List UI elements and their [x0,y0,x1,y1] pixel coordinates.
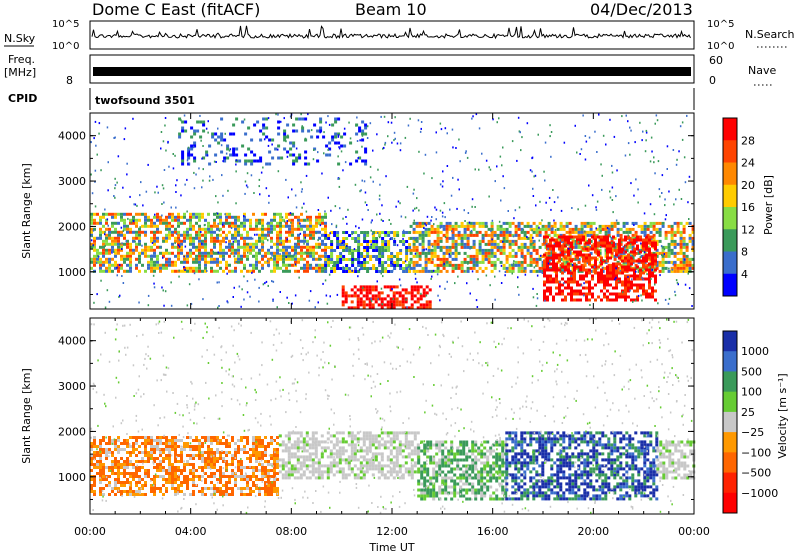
velBar-tick-1: 500 [741,365,762,378]
cpid-value: twofsound 3501 [95,94,195,107]
powerBar-tick-2: 20 [741,179,755,192]
powerYTicks-label-1: 3000 [58,175,86,188]
powerBar-swatch-6 [723,251,737,275]
x-tick-4: 16:00 [477,525,509,538]
powerBar-swatch-2 [723,162,737,186]
noise-trace [91,25,691,40]
powerBar-tick-3: 16 [741,201,755,214]
powerYTicks-label-3: 1000 [58,266,86,279]
velBar-swatch-1 [723,351,737,372]
noise-left-tick-bottom: 10^0 [52,41,79,52]
velYTicks-label-0: 4000 [58,335,86,348]
powerBar-swatch-1 [723,140,737,163]
powerBar-tick-1: 24 [741,157,755,170]
velBar-swatch-3 [723,391,737,413]
power-ylabel: Slant Range [km] [20,163,33,259]
x-tick-1: 04:00 [175,525,207,538]
noise-panel: N.Sky 10^5 10^0 10^5 10^0 N.Search [4,19,795,52]
noise-left-tick-top: 10^5 [52,19,79,30]
velBar-swatch-6 [723,452,737,474]
velocity-colorbar-label: Velocity [m s⁻¹] [776,373,789,458]
velBar-tick-0: 1000 [741,345,769,358]
noise-right-tick-top: 10^5 [707,19,734,30]
powerYTicks-label-0: 4000 [58,130,86,143]
nave-tick-top: 60 [709,54,723,67]
velBar-swatch-5 [723,432,737,453]
x-tick-6: 00:00 [678,525,710,538]
velYTicks-label-1: 3000 [58,380,86,393]
velBar-swatch-4 [723,411,737,433]
freq-label: Freq. [8,53,35,66]
x-tick-5: 20:00 [577,525,609,538]
velBar-tick-5: −100 [741,446,771,459]
velBar-tick-2: 100 [741,386,762,399]
velBar-tick-3: 25 [741,406,755,419]
plot-title: Dome C East (fitACF) [92,0,260,19]
velYTicks-label-3: 1000 [58,471,86,484]
cpid-panel: CPID twofsound 3501 [8,88,695,110]
noise-right-tick-bottom: 10^0 [707,41,734,52]
x-tick-3: 12:00 [376,525,408,538]
velocity-panel: 4000 3000 2000 1000 00:00 04:00 08:00 12:00 16:… [20,113,789,554]
powerBar-swatch-4 [723,207,737,230]
beam-label: Beam 10 [355,0,427,19]
power-colorbar: 28 24 20 16 12 8 4 [722,117,755,297]
frequency-panel: Freq. [MHz] 8 60 0 Nave [4,53,776,87]
powerBar-swatch-7 [723,273,737,297]
date-label: 04/Dec/2013 [590,0,693,19]
freq-unit: [MHz] [4,66,36,79]
x-tick-0: 00:00 [74,525,106,538]
velBar-tick-6: −500 [741,467,771,480]
nave-label: Nave [748,64,776,77]
noise-search-label: N.Search [745,28,795,41]
velBar-swatch-7 [723,472,737,494]
frequency-trace [93,67,691,76]
powerBar-tick-0: 28 [741,134,755,147]
freq-tick-bottom: 8 [66,74,73,87]
powerYTicks-label-2: 2000 [58,220,86,233]
velBar-swatch-0 [723,331,737,352]
velBar-swatch-8 [723,492,737,514]
powerBar-tick-6: 4 [741,268,748,281]
cpid-label: CPID [8,92,37,105]
velBar-swatch-2 [723,371,737,393]
powerBar-tick-4: 12 [741,223,755,236]
velBar-tick-7: −1000 [741,487,778,500]
x-tick-2: 08:00 [275,525,307,538]
velYTicks-label-2: 2000 [58,425,86,438]
powerBar-tick-5: 8 [741,246,748,259]
noise-sky-label: N.Sky [4,32,36,45]
powerBar-swatch-5 [723,229,737,252]
velocity-ylabel: Slant Range [km] [20,368,33,464]
nave-tick-bottom: 0 [709,74,716,87]
time-xlabel: Time UT [368,541,414,554]
velBar-tick-4: −25 [741,426,764,439]
power-colorbar-label: Power [dB] [762,175,775,235]
powerBar-swatch-3 [723,184,737,208]
power-panel: 4000 3000 2000 1000 Slant Range [km] 28 24 20… [20,112,775,310]
velocity-heatmap [90,318,696,514]
velocity-colorbar: 1000 500 100 25 −25 −100 −500 −1000 [722,330,778,514]
power-heatmap [90,113,695,310]
powerBar-swatch-0 [723,118,737,141]
